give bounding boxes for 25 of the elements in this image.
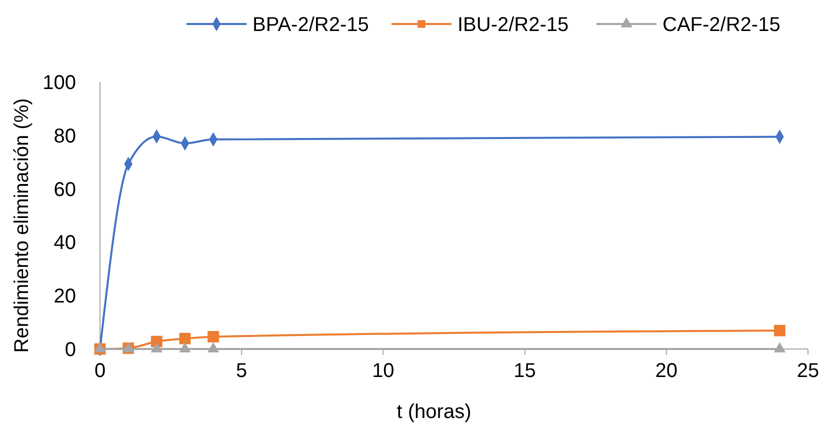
legend-label: BPA-2/R2-15: [252, 14, 369, 36]
point: [179, 332, 191, 344]
y-tick-label: 0: [64, 339, 76, 361]
y-tick-label: 80: [54, 125, 76, 148]
y-axis-title: Rendimiento eliminación (%): [11, 98, 33, 353]
x-tick-label: 10: [372, 360, 394, 382]
y-tick-label: 100: [42, 72, 76, 94]
x-tick-label: 0: [94, 360, 106, 382]
point: [150, 342, 163, 352]
legend-label: CAF-2/R2-15: [662, 14, 780, 36]
x-tick-label: 25: [796, 360, 820, 382]
point: [179, 342, 191, 352]
x-tick-label: 5: [236, 360, 248, 382]
point: [208, 331, 219, 342]
point: [774, 324, 786, 336]
point: [207, 342, 220, 352]
x-axis-title: t (horas): [396, 401, 472, 423]
y-tick-label: 60: [54, 178, 76, 201]
y-tick-label: 20: [54, 286, 76, 308]
y-tick-label: 40: [54, 232, 76, 254]
point: [94, 342, 106, 352]
x-tick-label: 20: [655, 360, 678, 382]
x-tick-label: 15: [514, 360, 536, 382]
legend-label: IBU-2/R2-15: [458, 14, 569, 36]
point: [774, 342, 786, 352]
